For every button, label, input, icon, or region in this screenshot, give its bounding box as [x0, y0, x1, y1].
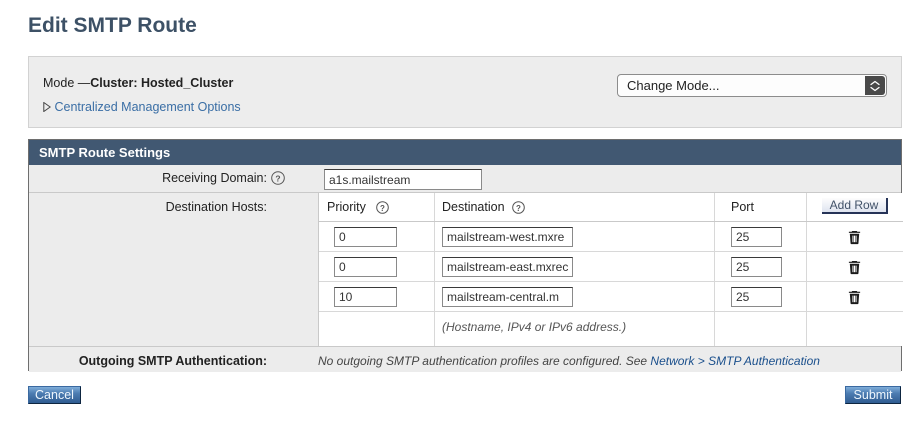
svg-text:?: ?	[516, 204, 521, 213]
svg-text:?: ?	[380, 204, 385, 213]
svg-text:?: ?	[275, 174, 280, 184]
